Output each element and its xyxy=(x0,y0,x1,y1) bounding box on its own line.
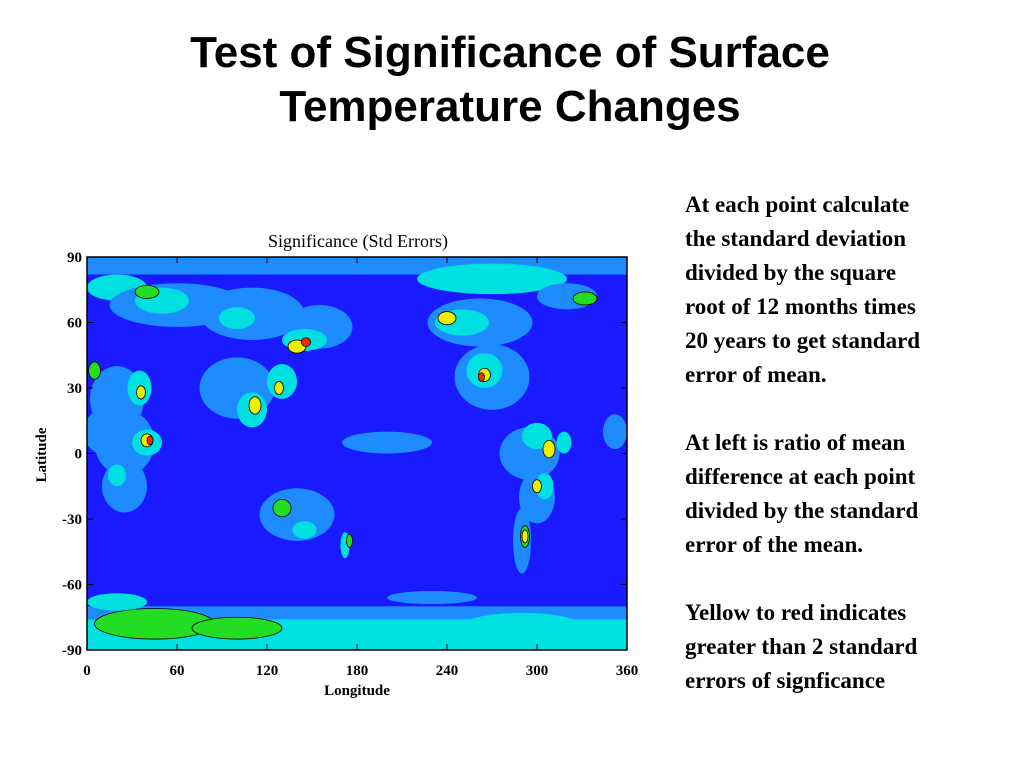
significance-region xyxy=(572,291,598,306)
paragraph-1: At each point calculate the standard dev… xyxy=(685,188,985,392)
significance-region xyxy=(603,414,627,450)
y-tick-label: 30 xyxy=(67,381,82,397)
x-tick-label: 300 xyxy=(526,663,549,679)
significance-region xyxy=(387,591,477,605)
paragraph-line: divided by the standard xyxy=(685,498,919,523)
paragraph-3: Yellow to red indicates greater than 2 s… xyxy=(685,596,985,698)
significance-region xyxy=(535,473,554,500)
y-axis-label: Latitude xyxy=(34,427,50,482)
significance-region xyxy=(417,263,567,295)
paragraph-line: the standard deviation xyxy=(685,226,907,251)
x-tick-labels: 0 60 120 180 240 300 360 xyxy=(83,663,638,679)
chart-title: Significance (Std Errors) xyxy=(268,231,448,252)
significance-region xyxy=(272,498,292,518)
significance-region xyxy=(532,479,542,494)
paragraph-line: difference at each point xyxy=(685,464,916,489)
significance-region xyxy=(219,307,255,330)
paragraph-line: Yellow to red indicates xyxy=(685,600,907,625)
significance-region xyxy=(134,284,160,299)
slide-title-line-1: Test of Significance of Surface xyxy=(190,28,830,77)
paragraph-line: root of 12 months times xyxy=(685,294,916,319)
paragraph-line: 20 years to get standard xyxy=(685,328,921,353)
significance-region xyxy=(478,372,485,382)
paragraph-line: At left is ratio of mean xyxy=(685,430,906,455)
y-tick-label: 90 xyxy=(67,250,82,266)
significance-region xyxy=(136,385,146,400)
paragraph-line: divided by the square xyxy=(685,260,897,285)
significance-region xyxy=(267,363,297,399)
significance-region xyxy=(462,612,582,640)
axis-ticks xyxy=(86,256,628,651)
significance-region xyxy=(146,435,154,446)
x-tick-label: 360 xyxy=(616,663,639,679)
slide-title-line-2: Temperature Changes xyxy=(279,82,741,131)
y-tick-label: -30 xyxy=(62,512,82,528)
significance-region xyxy=(301,337,311,347)
y-tick-label: -60 xyxy=(62,578,82,594)
heatmap-area xyxy=(87,257,627,650)
significance-region xyxy=(521,529,529,544)
significance-region xyxy=(248,396,262,415)
x-tick-label: 180 xyxy=(346,663,369,679)
significance-region xyxy=(102,460,147,513)
y-tick-label: -90 xyxy=(62,643,82,659)
significance-region xyxy=(108,464,126,487)
significance-region xyxy=(437,311,457,326)
x-tick-label: 240 xyxy=(436,663,459,679)
significance-region xyxy=(274,381,284,395)
significance-region xyxy=(542,439,556,459)
significance-region xyxy=(88,361,101,380)
significance-region xyxy=(94,409,155,476)
x-tick-label: 60 xyxy=(170,663,185,679)
significance-region xyxy=(87,593,147,611)
significance-region xyxy=(342,431,432,454)
significance-region xyxy=(346,533,353,548)
significance-region xyxy=(522,422,552,450)
x-tick-label: 0 xyxy=(83,663,91,679)
y-tick-label: 0 xyxy=(75,447,83,463)
paragraph-line: errors of signficance xyxy=(685,668,886,693)
paragraph-line: error of the mean. xyxy=(685,532,863,557)
significance-region xyxy=(191,616,283,640)
significance-region xyxy=(556,431,572,454)
paragraph-line: greater than 2 standard xyxy=(685,634,918,659)
y-tick-label: 60 xyxy=(67,316,82,332)
x-tick-label: 120 xyxy=(256,663,279,679)
paragraph-line: error of mean. xyxy=(685,362,827,387)
slide-title: Test of Significance of Surface Temperat… xyxy=(60,26,960,134)
paragraph-line: At each point calculate xyxy=(685,192,910,217)
significance-region xyxy=(292,521,317,539)
significance-map-chart: Significance (Std Errors) 0 60 120 180 2… xyxy=(34,231,638,699)
paragraph-2: At left is ratio of mean difference at e… xyxy=(685,426,985,562)
y-tick-labels: 90 60 30 0 -30 -60 -90 xyxy=(62,250,82,659)
x-axis-label: Longitude xyxy=(324,683,390,699)
explanation-text: At each point calculate the standard dev… xyxy=(685,188,985,732)
